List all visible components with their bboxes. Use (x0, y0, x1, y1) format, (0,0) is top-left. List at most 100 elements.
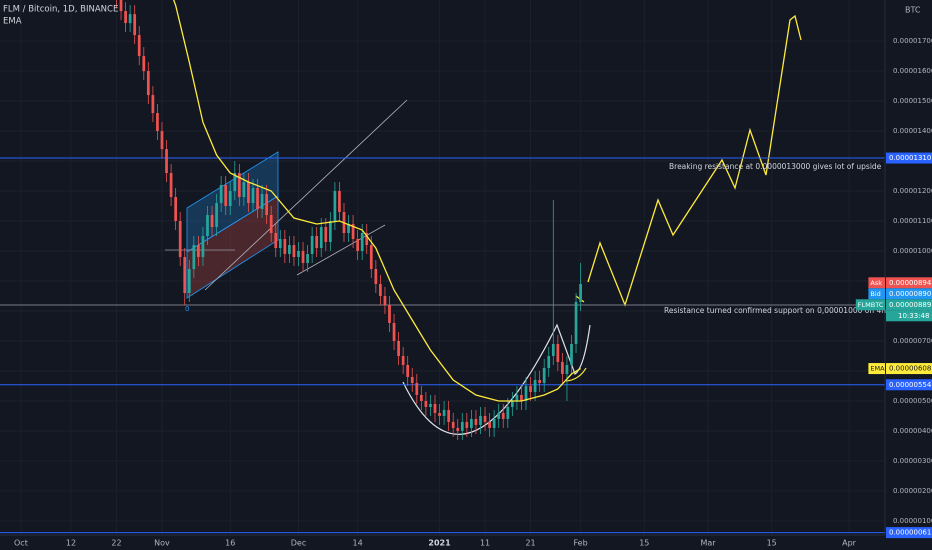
price-tag-label: 0.00000894 (889, 279, 932, 287)
candle-body (429, 403, 432, 407)
candle-body (551, 343, 555, 356)
candle-body (228, 191, 232, 207)
candle-body (460, 421, 464, 431)
trend-line (204, 99, 408, 291)
x-tick-label: 14 (353, 539, 363, 548)
candle-body (488, 421, 491, 428)
x-tick-label: Oct (14, 539, 28, 548)
x-tick-label: Mar (700, 539, 716, 548)
y-tick-label: 0.00000400 (893, 427, 932, 435)
candle-body (474, 418, 478, 425)
price-tag-name: EMA (870, 365, 885, 373)
candle-body (438, 412, 441, 416)
candle-body (288, 245, 291, 255)
candle-body (483, 415, 487, 422)
y-tick-label: 0.00000700 (893, 337, 932, 345)
candle-body (256, 188, 259, 210)
candle-body (538, 379, 542, 383)
y-tick-label: 0.00000300 (893, 457, 932, 465)
candle-body (406, 364, 410, 377)
candle-body (247, 182, 250, 204)
price-tags: 0.00001310 0.00000554 0.00000061 0.00000894… (855, 152, 932, 539)
x-tick-label: Dec (291, 539, 306, 548)
candle-body (397, 340, 400, 356)
price-tag-name-box (868, 288, 885, 300)
candle-body (301, 251, 305, 264)
candle-body (501, 412, 505, 419)
candle-body (292, 245, 296, 258)
candle-body (278, 239, 282, 249)
price-tag (886, 152, 932, 164)
candle-body (520, 394, 523, 401)
y-tick-label: 0.00001400 (893, 127, 932, 135)
candle-body (183, 257, 187, 293)
candle-body (251, 188, 255, 204)
candle-body (347, 224, 350, 234)
x-tick-label: Nov (154, 539, 170, 548)
candle-body (424, 400, 428, 407)
x-tick-label: 15 (639, 539, 649, 548)
candle-body (365, 233, 369, 246)
candle-body (206, 215, 209, 237)
candle-body (165, 149, 168, 174)
candle-body (379, 283, 382, 296)
price-tag-name: FLMBTC (858, 301, 884, 309)
unit-label: BTC (905, 6, 921, 15)
candle-body (351, 224, 355, 240)
candle-body (324, 227, 328, 243)
price-tag-label: 0.00000608 (889, 365, 931, 373)
y-tick-label: 0.00000100 (893, 517, 932, 525)
handle-curve (565, 367, 587, 382)
candle-body (510, 400, 514, 407)
candle-body (133, 14, 137, 36)
price-tag-label: 0.00000554 (889, 381, 932, 389)
candle-body (269, 215, 273, 234)
candle-body (160, 131, 164, 150)
candle-body (315, 236, 319, 249)
candle-body (419, 394, 423, 401)
candle-body (465, 421, 469, 428)
candle-body (192, 245, 196, 269)
candle-body (310, 236, 314, 255)
candle-body (356, 239, 360, 252)
candle-body (124, 11, 127, 24)
price-tag-name-box (868, 363, 885, 375)
candle-body (338, 191, 341, 213)
x-tick-label: 16 (225, 539, 235, 548)
candle-body (415, 382, 419, 395)
candle-body (401, 355, 405, 365)
price-tag-name: Ask (870, 279, 882, 287)
indicator-label: EMA (3, 17, 22, 27)
price-tag-label: 0.00000890 (889, 290, 931, 298)
drawings (165, 14, 802, 435)
candle-body (492, 418, 496, 428)
x-tick-label: Feb (574, 539, 588, 548)
y-tick-label: 0.00001700 (893, 37, 932, 45)
candle-body (451, 421, 455, 428)
price-tag (886, 527, 932, 539)
candle-body (119, 0, 123, 12)
price-tag (886, 299, 932, 311)
candle-body (410, 376, 414, 383)
candle-body (137, 35, 141, 57)
candle-body (533, 379, 537, 392)
candle-body (561, 361, 564, 374)
candle-body (333, 191, 337, 222)
candle-body (174, 197, 177, 222)
candle-body (479, 415, 482, 425)
candle-body (237, 173, 241, 198)
candle-body (274, 233, 278, 249)
x-tick-label: 15 (767, 539, 777, 548)
candle-body (187, 268, 191, 293)
candle-body (456, 427, 460, 431)
price-tag-label: 0.00000061 (889, 529, 931, 537)
levels (0, 157, 885, 534)
price-tag-name: Bid (870, 290, 880, 298)
candle-body (233, 173, 237, 192)
candle-body (283, 239, 287, 255)
x-tick-label: 21 (525, 539, 535, 548)
candle-body (579, 283, 582, 302)
candle-body (374, 268, 378, 284)
